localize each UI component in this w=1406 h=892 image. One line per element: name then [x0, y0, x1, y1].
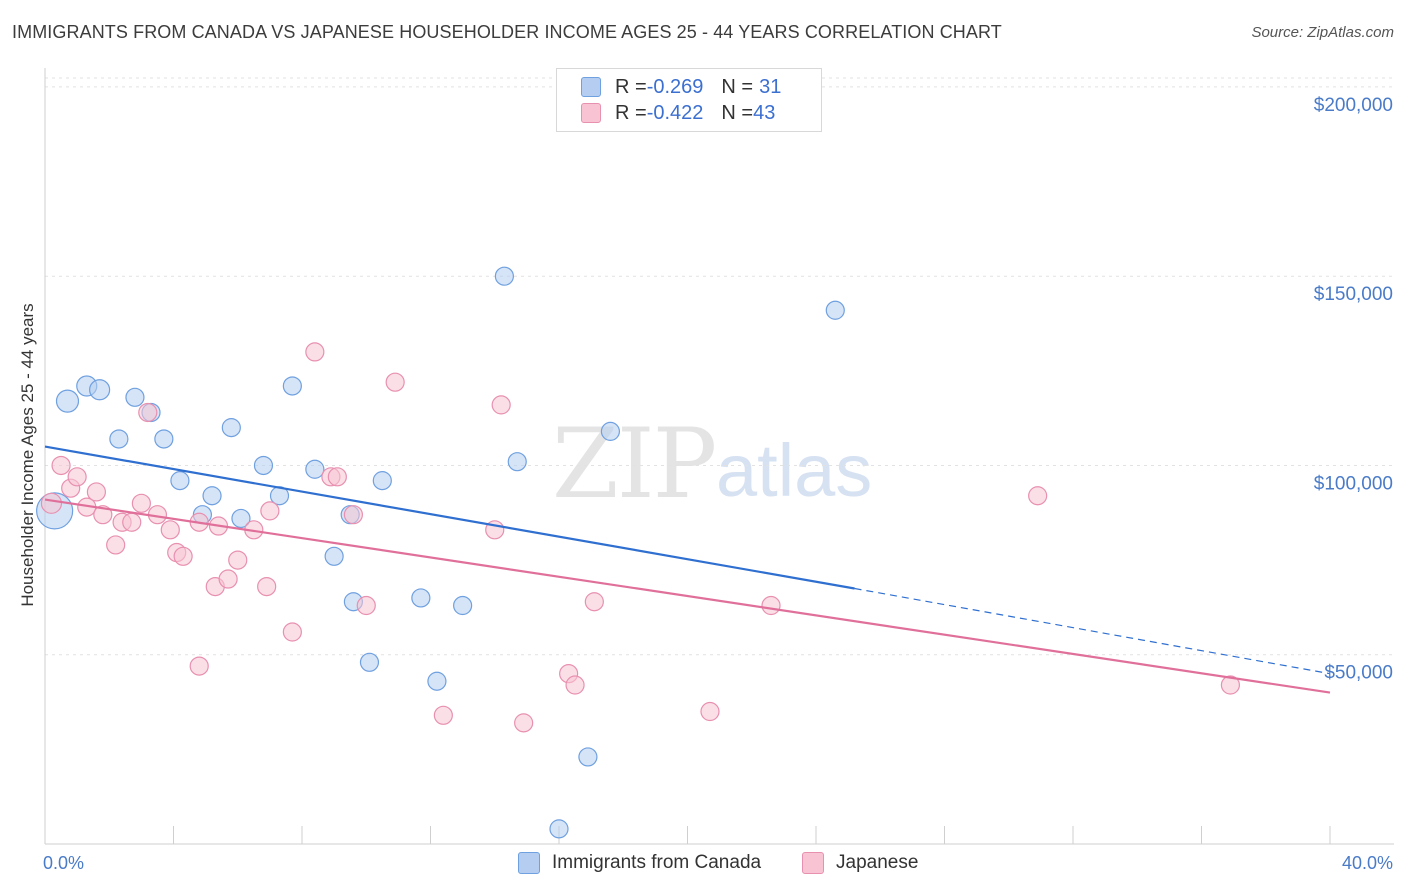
- axes: [44, 68, 1394, 845]
- point-japanese-10: [131, 493, 151, 513]
- point-japanese-9: [122, 512, 142, 532]
- y-tick-label-0: $50,000: [1324, 663, 1393, 684]
- data-points: [36, 266, 1241, 839]
- point-japanese-32: [433, 705, 453, 725]
- point-japanese-38: [584, 592, 604, 612]
- legend-r-value: -0.269: [646, 75, 704, 98]
- point-japanese-21: [228, 550, 248, 570]
- point-japanese-28: [327, 467, 347, 487]
- point-canada-11: [221, 418, 241, 438]
- point-japanese-26: [305, 342, 325, 362]
- point-japanese-15: [173, 546, 193, 566]
- x-tick-marks: [173, 826, 1331, 844]
- point-japanese-24: [260, 501, 280, 521]
- point-canada-26: [507, 452, 527, 472]
- point-japanese-31: [385, 372, 405, 392]
- point-japanese-39: [700, 701, 720, 722]
- series-legend: Immigrants from Canada Japanese: [0, 852, 1406, 876]
- trend-lines: [44, 445, 1331, 694]
- point-canada-29: [600, 421, 621, 441]
- point-japanese-34: [491, 395, 511, 415]
- y-tick-label-1: $100,000: [1314, 473, 1393, 494]
- legend-item-japanese: Japanese: [802, 852, 918, 874]
- point-canada-30: [825, 300, 845, 320]
- point-canada-3: [89, 379, 111, 401]
- point-canada-4: [109, 429, 129, 449]
- trend-line-canada-extension: [854, 587, 1331, 675]
- point-canada-23: [427, 671, 447, 691]
- legend-item-canada: Immigrants from Canada: [518, 852, 761, 874]
- legend-r-value: -0.422: [646, 101, 704, 124]
- trend-line-japanese: [44, 498, 1331, 694]
- legend-swatch-japanese: [802, 852, 824, 874]
- legend-row-japanese: R = -0.422 N = 43: [581, 101, 775, 125]
- legend-swatch-canada: [518, 852, 540, 874]
- y-tick-label-2: $150,000: [1314, 284, 1393, 305]
- point-japanese-41: [1028, 486, 1048, 506]
- point-japanese-23: [257, 576, 277, 597]
- point-canada-16: [305, 459, 325, 479]
- point-canada-12: [231, 508, 251, 529]
- chart-title: IMMIGRANTS FROM CANADA VS JAPANESE HOUSE…: [12, 22, 1002, 42]
- y-tick-labels: $50,000 $100,000 $150,000 $200,000: [1314, 95, 1393, 684]
- legend-swatch-japanese: [581, 103, 601, 123]
- legend-row-canada: R = -0.269 N = 31: [581, 75, 781, 99]
- x-tick-label-max: 40.0%: [1342, 853, 1393, 873]
- point-japanese-3: [67, 467, 87, 487]
- legend-swatch-canada: [581, 77, 601, 97]
- gridlines: [45, 77, 1394, 656]
- point-japanese-25: [282, 622, 302, 642]
- legend-label-canada: Immigrants from Canada: [552, 852, 762, 873]
- point-canada-15: [282, 376, 302, 396]
- point-canada-22: [411, 588, 431, 608]
- point-japanese-37: [565, 675, 585, 695]
- x-tick-label-min: 0.0%: [43, 853, 84, 873]
- point-canada-20: [359, 652, 380, 672]
- point-japanese-42: [1220, 675, 1241, 695]
- point-japanese-5: [86, 482, 107, 502]
- point-canada-7: [154, 429, 174, 449]
- point-canada-10: [202, 486, 222, 506]
- point-canada-17: [324, 546, 344, 566]
- legend-r-label: R =: [615, 101, 647, 124]
- point-japanese-13: [160, 520, 180, 540]
- trend-line-canada: [44, 445, 855, 590]
- y-tick-label-3: $200,000: [1314, 95, 1393, 116]
- stats-legend: R = -0.269 N = 31 R = -0.422 N = 43: [556, 68, 822, 132]
- point-japanese-35: [514, 713, 534, 733]
- point-japanese-1: [51, 455, 71, 476]
- legend-label-japanese: Japanese: [836, 852, 919, 873]
- point-canada-28: [578, 747, 598, 767]
- point-japanese-17: [189, 656, 209, 676]
- point-japanese-0: [40, 492, 63, 514]
- point-japanese-20: [218, 569, 238, 589]
- point-canada-1: [55, 389, 80, 413]
- legend-n-value: 31: [759, 75, 782, 98]
- legend-n-label: N =: [721, 75, 754, 98]
- legend-r-label: R =: [615, 75, 647, 98]
- watermark-atlas: atlas: [716, 429, 873, 512]
- point-canada-13: [253, 455, 274, 476]
- point-canada-21: [372, 471, 392, 491]
- point-canada-8: [170, 471, 190, 491]
- legend-n-value: 43: [753, 101, 776, 124]
- point-japanese-29: [343, 505, 363, 525]
- point-canada-27: [549, 819, 569, 839]
- point-canada-24: [453, 595, 473, 616]
- point-japanese-40: [761, 595, 781, 616]
- point-canada-5: [125, 387, 145, 407]
- watermark-zip: ZIP: [552, 408, 717, 520]
- point-japanese-6: [93, 505, 113, 525]
- point-japanese-11: [138, 402, 158, 423]
- legend-n-label: N =: [721, 101, 754, 124]
- y-axis-title: Householder Income Ages 25 - 44 years: [18, 303, 37, 606]
- point-japanese-30: [356, 595, 376, 616]
- point-japanese-7: [106, 535, 126, 555]
- source-label: Source: ZipAtlas.com: [1251, 24, 1394, 41]
- point-canada-25: [494, 266, 514, 286]
